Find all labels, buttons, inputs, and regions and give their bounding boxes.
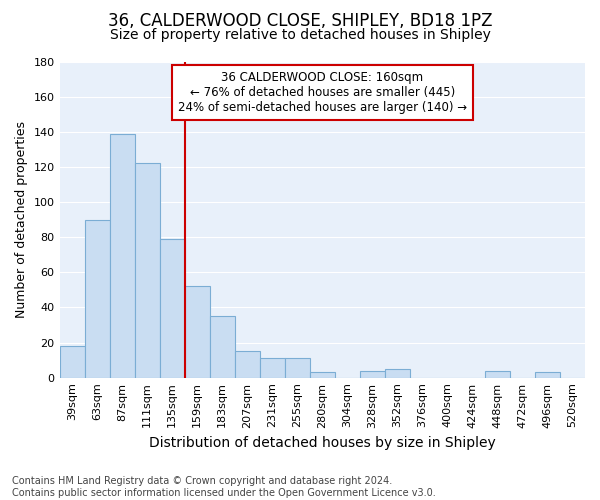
- Bar: [85, 220, 110, 378]
- Bar: [185, 286, 209, 378]
- Bar: [160, 239, 185, 378]
- Bar: [535, 372, 560, 378]
- Text: Size of property relative to detached houses in Shipley: Size of property relative to detached ho…: [110, 28, 490, 42]
- Bar: [134, 164, 160, 378]
- Text: Contains HM Land Registry data © Crown copyright and database right 2024.
Contai: Contains HM Land Registry data © Crown c…: [12, 476, 436, 498]
- Text: 36 CALDERWOOD CLOSE: 160sqm
← 76% of detached houses are smaller (445)
24% of se: 36 CALDERWOOD CLOSE: 160sqm ← 76% of det…: [178, 71, 467, 114]
- Bar: [285, 358, 310, 378]
- Bar: [209, 316, 235, 378]
- Y-axis label: Number of detached properties: Number of detached properties: [15, 121, 28, 318]
- Bar: [485, 370, 510, 378]
- Bar: [385, 369, 410, 378]
- Bar: [235, 352, 260, 378]
- Bar: [59, 346, 85, 378]
- Bar: [360, 370, 385, 378]
- Bar: [110, 134, 134, 378]
- Bar: [260, 358, 285, 378]
- X-axis label: Distribution of detached houses by size in Shipley: Distribution of detached houses by size …: [149, 436, 496, 450]
- Text: 36, CALDERWOOD CLOSE, SHIPLEY, BD18 1PZ: 36, CALDERWOOD CLOSE, SHIPLEY, BD18 1PZ: [108, 12, 492, 30]
- Bar: [310, 372, 335, 378]
